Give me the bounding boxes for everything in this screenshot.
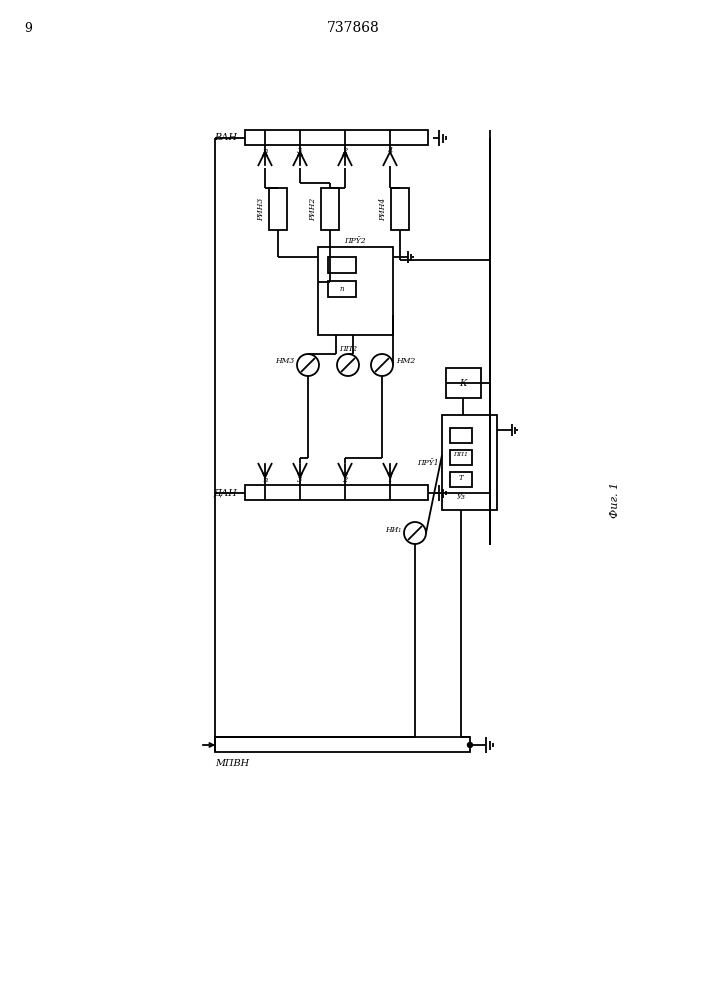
Text: К: К [460,378,467,387]
Bar [245,130,428,145]
Text: Уз: Уз [457,493,465,501]
Bar [269,188,287,230]
Text: НИ₁: НИ₁ [385,526,401,534]
Bar [328,257,356,273]
Bar [450,450,472,465]
Bar [391,188,409,230]
Text: РИН2: РИН2 [309,197,317,221]
Bar [321,188,339,230]
Circle shape [467,742,472,748]
Text: 3: 3 [298,147,303,155]
Bar [328,281,356,297]
Text: п: п [340,285,344,293]
Bar [450,472,472,487]
Bar [245,485,428,500]
Circle shape [404,522,426,544]
Text: 2: 2 [342,147,348,155]
Text: ПП2: ПП2 [339,345,357,353]
Bar [318,247,393,335]
Circle shape [371,354,393,376]
Text: Т: Т [459,474,463,482]
Text: ПРȲ1: ПРȲ1 [417,459,439,467]
Bar [442,415,497,510]
Text: ПРȲ2: ПРȲ2 [344,237,366,245]
Text: Фиг. 1: Фиг. 1 [610,482,620,518]
Text: РИН3: РИН3 [257,197,265,221]
Text: РИН4: РИН4 [379,197,387,221]
Text: 9: 9 [24,21,32,34]
Text: 737868: 737868 [327,21,380,35]
Text: ПП1: ПП1 [453,452,469,456]
Text: n: n [262,476,268,484]
Bar [450,428,472,443]
Text: 4: 4 [387,147,392,155]
Text: ВАН: ВАН [214,133,237,142]
Text: 1: 1 [387,476,392,484]
Text: МПВН: МПВН [215,760,249,768]
Text: 2: 2 [342,476,348,484]
Text: n: n [262,147,268,155]
Text: НМ3: НМ3 [275,357,294,365]
Text: 3: 3 [298,476,303,484]
Circle shape [297,354,319,376]
Bar [215,737,470,752]
Text: ДАН: ДАН [214,488,237,497]
Bar [446,368,481,398]
Circle shape [337,354,359,376]
Text: НМ2: НМ2 [396,357,415,365]
